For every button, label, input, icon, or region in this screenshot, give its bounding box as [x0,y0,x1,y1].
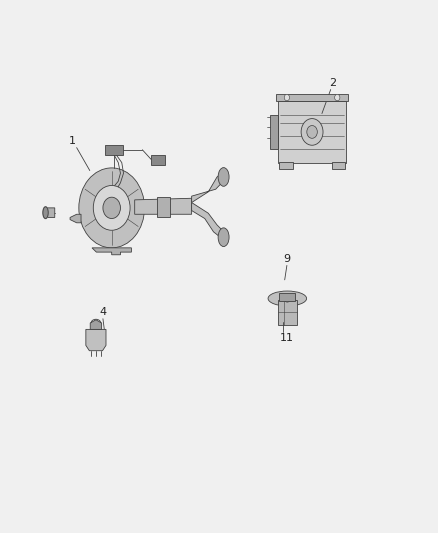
Bar [279,293,295,301]
Polygon shape [192,173,223,203]
Polygon shape [70,214,81,223]
Polygon shape [135,198,192,214]
Bar [278,101,346,163]
Ellipse shape [268,291,307,306]
Bar [105,145,123,155]
Ellipse shape [43,207,48,219]
Bar [279,162,293,169]
Polygon shape [92,248,131,255]
Circle shape [335,94,340,101]
Circle shape [79,168,145,248]
Circle shape [103,197,120,219]
Polygon shape [46,208,55,217]
Text: 4: 4 [99,307,106,317]
Bar [278,300,297,325]
Text: 1: 1 [69,136,76,146]
Polygon shape [192,203,223,239]
Text: 11: 11 [280,334,294,343]
Circle shape [307,126,317,139]
Circle shape [284,94,290,101]
Polygon shape [86,329,106,351]
Bar [156,197,170,217]
Polygon shape [90,320,102,329]
Ellipse shape [218,228,229,247]
Circle shape [284,295,290,302]
Circle shape [301,119,323,146]
Ellipse shape [218,167,229,187]
Circle shape [93,185,130,230]
Bar [270,115,278,149]
Bar [151,155,165,165]
Text: 9: 9 [283,254,290,263]
Bar [332,162,345,169]
Text: 2: 2 [329,78,336,87]
Bar [276,94,348,101]
